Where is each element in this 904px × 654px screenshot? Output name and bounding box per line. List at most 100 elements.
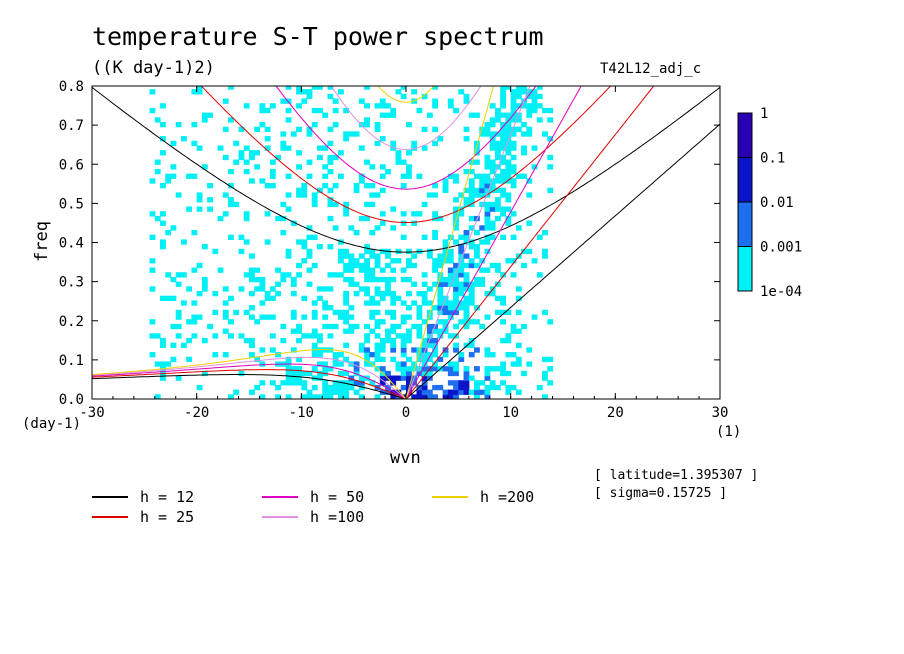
heat-cell <box>447 173 454 179</box>
heat-cell <box>390 300 397 306</box>
heat-cell <box>306 370 313 377</box>
legend-label: h =100 <box>310 508 365 526</box>
heat-cell <box>510 352 517 358</box>
heat-cell <box>327 187 334 194</box>
heat-cell <box>364 300 370 306</box>
heat-cell <box>374 291 381 297</box>
heat-cell <box>207 206 213 212</box>
heat-cell <box>479 187 486 194</box>
y-tick-label: 0.7 <box>59 118 84 134</box>
heat-cell <box>426 300 433 306</box>
heat-cell <box>421 281 428 287</box>
heat-cell <box>400 267 407 273</box>
heat-cell <box>505 145 512 151</box>
heat-cell <box>453 286 459 292</box>
heat-cell <box>484 389 491 395</box>
heat-cell <box>343 131 350 137</box>
heat-cell <box>536 384 543 391</box>
heat-cell <box>510 93 517 100</box>
heat-cell <box>447 309 454 316</box>
heat-cell <box>264 145 271 151</box>
y-tick-label: 0.5 <box>59 196 84 212</box>
heat-cell <box>301 380 308 386</box>
heat-cell <box>343 384 350 391</box>
heat-cell <box>306 225 313 231</box>
heat-cell <box>327 197 334 203</box>
heat-cell <box>536 86 543 90</box>
heat-cell <box>442 389 449 395</box>
heat-cell <box>406 164 412 170</box>
heat-cell <box>426 248 433 255</box>
heat-cell <box>416 370 423 377</box>
heat-cell <box>500 154 507 161</box>
heat-cell <box>442 276 449 283</box>
heat-cell <box>442 328 449 334</box>
heat-cell <box>505 197 512 203</box>
heat-cell <box>228 183 234 189</box>
heat-cell <box>416 394 423 399</box>
x-tick-label: 20 <box>607 405 624 421</box>
heat-cell <box>385 286 391 292</box>
heat-cell <box>421 342 428 348</box>
heat-cell <box>311 342 318 348</box>
heat-cell <box>542 131 548 137</box>
heat-cell <box>385 384 391 391</box>
heat-cell <box>458 356 465 363</box>
heat-cell <box>385 168 391 175</box>
heat-cell <box>484 267 491 273</box>
heat-cell <box>285 370 292 377</box>
heat-cell <box>322 394 329 399</box>
heat-cell <box>175 375 182 381</box>
heat-cell <box>254 286 261 292</box>
heat-cell <box>348 384 355 391</box>
heat-cell <box>296 323 302 330</box>
legend-swatch <box>262 496 298 498</box>
heat-cell <box>311 86 318 90</box>
heat-cell <box>306 93 313 100</box>
heat-cell <box>510 164 517 170</box>
heat-cell <box>170 140 177 147</box>
curve-rossby-100 <box>92 356 407 399</box>
heat-cell <box>275 154 281 161</box>
heat-cell <box>474 248 480 255</box>
heat-cell <box>510 112 517 118</box>
heat-cell <box>468 183 475 189</box>
heat-cell <box>222 192 229 198</box>
heat-cell <box>369 229 376 236</box>
heat-cell <box>364 333 370 339</box>
heat-cell <box>337 272 344 278</box>
heat-cell <box>390 107 397 114</box>
heat-cell <box>494 173 501 179</box>
heat-cell <box>447 272 454 278</box>
heat-cell <box>505 258 512 264</box>
heat-cell <box>306 394 313 399</box>
heat-cell <box>536 117 543 123</box>
heat-cell <box>348 375 355 381</box>
heat-cell <box>489 117 496 123</box>
heat-cell <box>453 394 459 399</box>
heat-cell <box>390 309 397 316</box>
heat-cell <box>442 258 449 264</box>
heat-cell <box>337 314 344 320</box>
heat-cell <box>521 150 527 156</box>
heat-cell <box>484 201 491 208</box>
heat-cell <box>421 126 428 132</box>
heat-cell <box>332 361 339 367</box>
heat-cell <box>515 126 522 132</box>
heat-cell <box>400 314 407 320</box>
heat-cell <box>327 366 334 372</box>
heat-cell <box>479 239 486 245</box>
heat-cell <box>343 370 350 377</box>
heat-cell <box>379 164 386 170</box>
heat-cell <box>458 389 465 395</box>
heat-cell <box>358 262 365 269</box>
heat-cell <box>327 215 334 222</box>
heat-cell <box>317 107 323 114</box>
heat-cell <box>468 239 475 245</box>
heat-cell <box>395 150 402 156</box>
heat-cell <box>458 89 465 95</box>
heat-cell <box>479 281 486 287</box>
heat-cell <box>180 239 187 245</box>
heat-cell <box>437 319 444 325</box>
heat-cell <box>437 136 444 142</box>
